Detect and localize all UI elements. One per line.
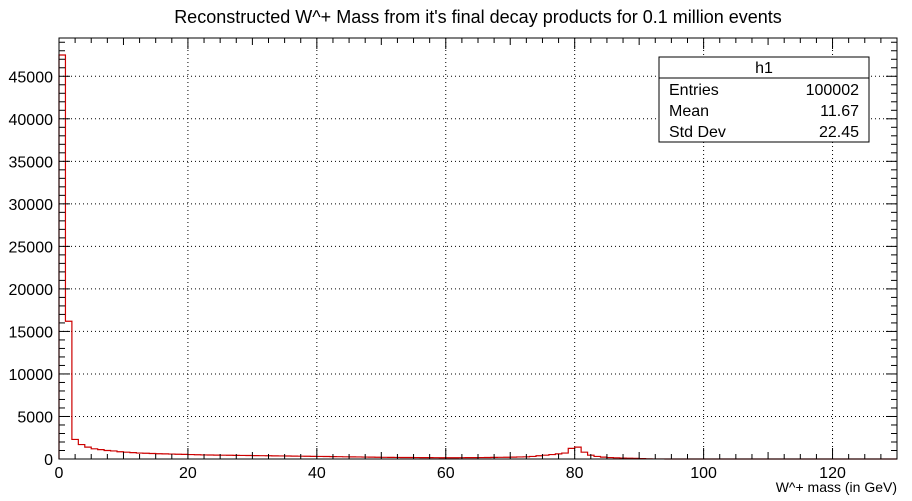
y-tick-label: 0 xyxy=(44,452,53,469)
stats-stddev-value: 22.45 xyxy=(819,124,859,141)
y-tick-label: 10000 xyxy=(9,367,54,384)
stats-box-frame xyxy=(658,56,870,143)
x-tick-label: 40 xyxy=(308,465,326,482)
axes xyxy=(58,37,898,460)
stats-box: h1 Entries 100002 Mean 11.67 Std Dev 22.… xyxy=(658,56,870,143)
y-tick-label: 45000 xyxy=(9,69,54,86)
x-tick-label: 120 xyxy=(819,465,846,482)
x-axis-label: W^+ mass (in GeV) xyxy=(776,479,897,495)
y-tick-label: 15000 xyxy=(9,324,54,341)
y-tick-label: 25000 xyxy=(9,239,54,256)
x-axis-ticks: 0 20 40 60 80 100 120 xyxy=(55,465,846,482)
x-tick-label: 60 xyxy=(437,465,455,482)
stats-box-title: h1 xyxy=(755,60,773,77)
x-tick-label: 100 xyxy=(690,465,717,482)
y-tick-label: 5000 xyxy=(17,409,53,426)
stats-stddev-label: Std Dev xyxy=(669,124,726,141)
stats-mean-value: 11.67 xyxy=(820,103,859,120)
chart-title: Reconstructed W^+ Mass from it's final d… xyxy=(174,7,782,27)
y-tick-label: 20000 xyxy=(9,282,54,299)
x-tick-label: 80 xyxy=(566,465,584,482)
y-tick-label: 35000 xyxy=(9,154,54,171)
x-tick-label: 0 xyxy=(55,465,64,482)
x-tick-label: 20 xyxy=(179,465,197,482)
stats-entries-label: Entries xyxy=(669,82,719,99)
stats-entries-value: 100002 xyxy=(806,82,859,99)
stats-mean-label: Mean xyxy=(669,103,709,120)
y-axis-ticks: 0 5000 10000 15000 20000 25000 30000 35000 40000… xyxy=(9,69,54,469)
y-tick-label: 30000 xyxy=(9,197,54,214)
y-tick-label: 40000 xyxy=(9,112,54,129)
